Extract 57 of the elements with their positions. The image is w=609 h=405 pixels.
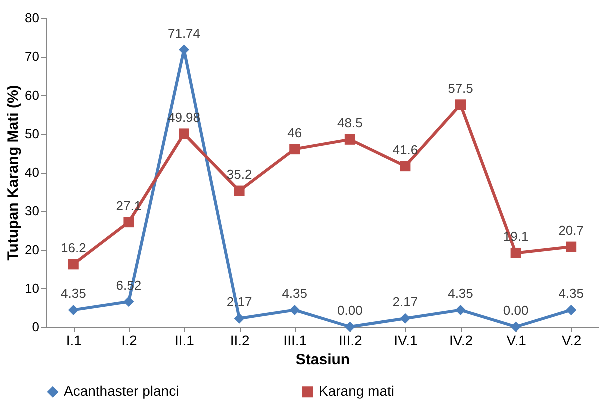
- point: [124, 296, 134, 308]
- x-tick-label: V.1: [506, 332, 527, 348]
- data-label: 46: [288, 125, 302, 140]
- point: [179, 128, 190, 140]
- x-tick-label: IV.2: [449, 332, 474, 348]
- point: [124, 217, 134, 228]
- x-tick-label: II.1: [175, 332, 195, 348]
- data-label: 57.5: [448, 80, 474, 96]
- data-label: 71.74: [168, 26, 201, 41]
- point: [344, 322, 356, 332]
- legend-label: Acanthaster planci: [64, 383, 180, 400]
- x-tick-label: I.1: [66, 332, 82, 348]
- data-label: 0.00: [503, 303, 529, 318]
- y-axis-title: Tutupan Karang Mati (%): [5, 85, 22, 261]
- y-tick-label: 60: [25, 88, 40, 103]
- point: [400, 313, 411, 324]
- data-label: 0.00: [337, 303, 363, 318]
- x-tick-label: III.1: [284, 332, 308, 348]
- x-tick-label: IV.1: [394, 332, 418, 348]
- x-axis-title: Stasiun: [296, 352, 350, 368]
- y-tick-label: 30: [25, 204, 40, 219]
- point: [234, 186, 245, 196]
- x-tick-label: III.2: [338, 332, 363, 348]
- data-label: 4.35: [60, 286, 86, 302]
- point: [68, 259, 79, 270]
- point: [566, 242, 577, 252]
- y-tick-label: 40: [25, 165, 40, 180]
- data-label: 2.17: [392, 294, 418, 310]
- data-label: 4.35: [448, 286, 474, 302]
- point: [344, 134, 356, 145]
- y-tick-label: 70: [25, 49, 40, 64]
- point: [510, 322, 522, 332]
- y-tick-label: 50: [25, 126, 40, 142]
- x-tick-label: V.2: [562, 332, 582, 348]
- legend-label: Karang mati: [319, 383, 394, 400]
- point: [510, 248, 522, 258]
- point: [400, 161, 411, 172]
- point: [290, 304, 300, 316]
- data-label: 16.2: [60, 240, 86, 256]
- point: [68, 304, 79, 316]
- point: [290, 144, 300, 155]
- data-label: 20.7: [558, 223, 584, 238]
- point: [456, 100, 466, 110]
- y-tick-label: 20: [25, 242, 40, 258]
- x-tick-label: I.2: [122, 332, 138, 348]
- y-tick-label: 0: [32, 320, 40, 334]
- point: [234, 313, 245, 324]
- data-label: 4.35: [558, 286, 584, 302]
- data-label: 4.35: [282, 286, 308, 302]
- y-tick-label: 10: [25, 280, 40, 296]
- data-label: 41.6: [392, 142, 418, 158]
- point: [566, 304, 577, 316]
- data-label: 48.5: [337, 116, 363, 131]
- y-tick-label: 80: [25, 10, 40, 26]
- data-label: 35.2: [226, 167, 252, 182]
- point: [456, 304, 466, 316]
- x-tick-label: II.2: [230, 332, 250, 348]
